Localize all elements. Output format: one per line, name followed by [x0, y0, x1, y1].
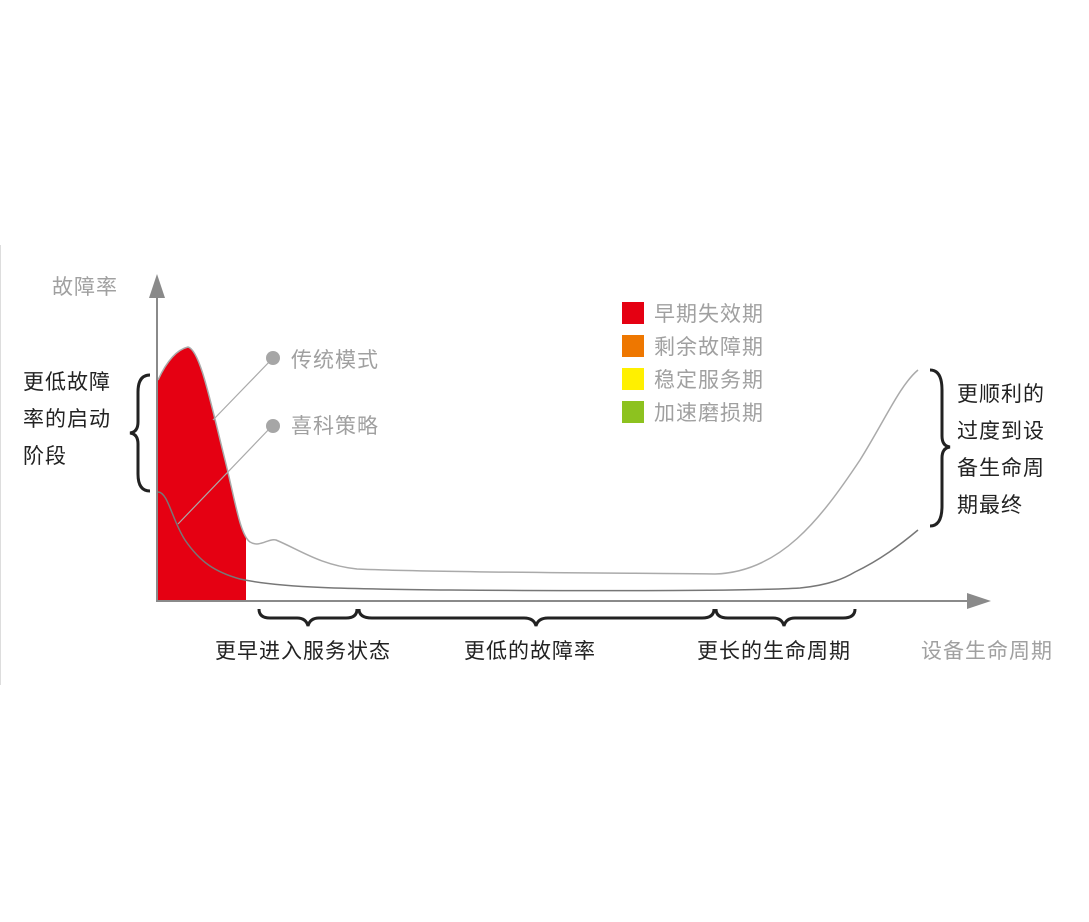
residual-failure-region — [158, 347, 918, 600]
legend-item-residual: 剩余故障期 — [622, 329, 764, 362]
left-brace — [129, 373, 151, 493]
legend-label: 早期失效期 — [654, 301, 764, 326]
frame — [0, 245, 1089, 685]
legend-item-stable: 稳定服务期 — [622, 362, 764, 395]
right-note-line: 期最终 — [957, 493, 1023, 517]
right-brace — [929, 368, 951, 528]
traditional-label: 传统模式 — [291, 348, 379, 372]
xike-curve — [157, 491, 919, 592]
legend-item-early: 早期失效期 — [622, 296, 764, 329]
xike-early-region — [158, 492, 217, 600]
right-note-line: 过度到设 — [957, 419, 1045, 443]
stable-service-region — [158, 347, 918, 600]
bottom-note-stable: 更低的故障率 — [464, 639, 596, 663]
accelerated-wear-region — [158, 347, 918, 600]
y-axis-arrow — [149, 274, 165, 298]
legend-swatch — [622, 367, 644, 390]
right-note-line: 备生命周 — [957, 456, 1045, 480]
traditional-callout-line — [212, 358, 273, 421]
traditional-area — [158, 347, 918, 600]
right-note-line: 更顺利的 — [957, 382, 1045, 406]
legend-label: 稳定服务期 — [654, 367, 764, 392]
legend-label: 剩余故障期 — [654, 334, 764, 359]
right-note: 更顺利的 过度到设 备生命周 期最终 — [957, 376, 1045, 524]
traditional-curve — [157, 346, 919, 575]
bottom-note-life: 更长的生命周期 — [697, 639, 851, 663]
legend: 早期失效期 剩余故障期 稳定服务期 加速磨损期 — [622, 296, 764, 428]
y-axis-label: 故障率 — [52, 275, 118, 299]
xike-callout-dot — [266, 419, 280, 433]
left-note-line: 更低故障 — [23, 370, 111, 394]
early-failure-region — [158, 347, 246, 600]
bottom-brace-early — [257, 608, 359, 627]
bottom-note-early: 更早进入服务状态 — [215, 639, 391, 663]
x-axis-arrow — [967, 593, 991, 609]
legend-swatch — [622, 400, 644, 423]
legend-swatch — [622, 334, 644, 357]
bottom-brace-stable — [357, 608, 716, 627]
bottom-brace-life — [714, 608, 857, 627]
legend-item-wear: 加速磨损期 — [622, 395, 764, 428]
left-note-line: 率的启动 — [23, 407, 111, 431]
xike-label: 喜科策略 — [291, 414, 379, 438]
legend-swatch — [622, 301, 644, 324]
xike-callout-line — [177, 425, 273, 525]
x-axis-label: 设备生命周期 — [921, 639, 1053, 663]
xike-area — [158, 492, 918, 600]
left-note-line: 阶段 — [23, 444, 67, 468]
traditional-callout-dot — [266, 351, 280, 365]
left-note: 更低故障 率的启动 阶段 — [23, 364, 111, 475]
legend-label: 加速磨损期 — [654, 400, 764, 425]
